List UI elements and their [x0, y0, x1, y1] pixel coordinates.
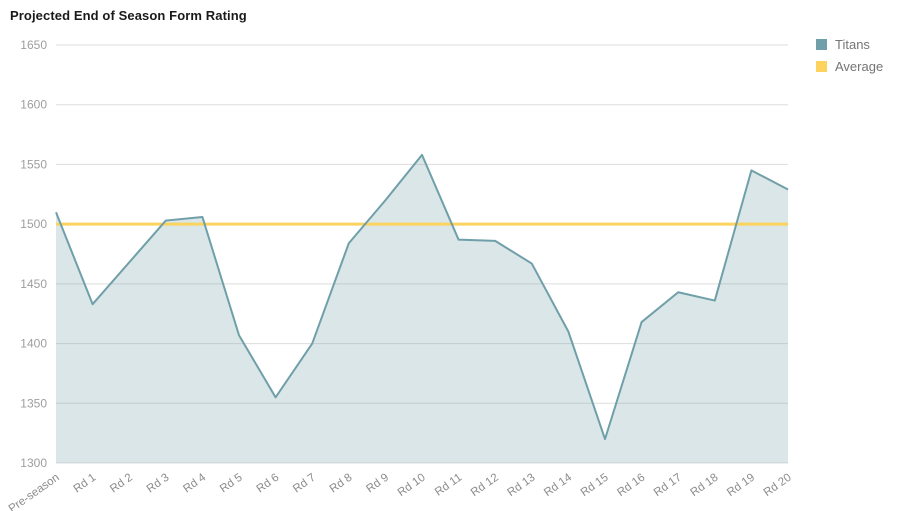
- y-tick-label: 1500: [20, 217, 47, 231]
- legend-label-average: Average: [835, 59, 884, 74]
- x-axis-label: Rd 11: [433, 472, 464, 499]
- legend-item-titans: Titans: [816, 38, 883, 51]
- x-axis-label: Rd 1: [72, 472, 99, 496]
- x-axis-label: Rd 16: [615, 472, 647, 499]
- x-axis-label: Rd 18: [689, 472, 721, 499]
- x-axis-label: Rd 5: [218, 472, 245, 496]
- x-axis-label: Rd 2: [108, 472, 135, 496]
- x-axis-label: Rd 19: [725, 472, 757, 499]
- x-axis-label: Rd 13: [506, 472, 538, 499]
- titans-series-swatch-icon: [816, 39, 827, 50]
- x-axis-label: Rd 6: [255, 472, 282, 496]
- legend-item-average: Average: [816, 60, 883, 73]
- x-axis-label: Rd 17: [652, 472, 684, 499]
- x-axis-label: Pre-season: [7, 472, 62, 511]
- x-axis-label: Rd 15: [579, 472, 611, 499]
- x-axis-label: Rd 12: [469, 472, 501, 499]
- y-tick-label: 1350: [20, 396, 47, 410]
- legend-label-titans: Titans: [835, 37, 870, 52]
- x-axis-label: Rd 10: [396, 472, 428, 499]
- y-tick-label: 1650: [20, 38, 47, 52]
- titans-line: [55, 153, 789, 441]
- y-tick-label: 1550: [20, 157, 47, 171]
- x-axis-label: Rd 4: [181, 471, 208, 495]
- average-series-swatch-icon: [816, 61, 827, 72]
- x-axis-label: Rd 9: [364, 472, 391, 496]
- y-tick-label: 1600: [20, 98, 47, 112]
- chart-legend: Titans Average: [816, 38, 883, 73]
- y-tick-label: 1400: [20, 337, 47, 351]
- y-tick-label: 1450: [20, 277, 47, 291]
- y-tick-label: 1300: [20, 456, 47, 470]
- x-axis-label: Rd 14: [542, 471, 575, 499]
- x-axis-label: Rd 20: [762, 472, 794, 499]
- x-axis-label: Rd 7: [291, 472, 318, 496]
- x-axis-label: Rd 8: [328, 472, 355, 496]
- chart-title: Projected End of Season Form Rating: [10, 8, 247, 23]
- x-axis-label: Rd 3: [145, 472, 172, 496]
- titans-area: [56, 154, 788, 464]
